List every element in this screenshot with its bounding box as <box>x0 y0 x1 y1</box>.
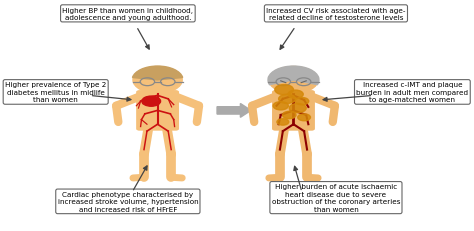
Circle shape <box>269 67 318 94</box>
Circle shape <box>279 95 296 104</box>
Text: Higher prevalence of Type 2
diabetes mellitus in midlife
than women: Higher prevalence of Type 2 diabetes mel… <box>5 82 106 103</box>
Wedge shape <box>268 78 293 85</box>
Circle shape <box>298 114 310 121</box>
Circle shape <box>133 67 182 94</box>
Text: Increased CV risk associated with age-
related decline of testosterone levels: Increased CV risk associated with age- r… <box>266 8 406 21</box>
Text: Increased c-IMT and plaque
burden in adult men compared
to age-matched women: Increased c-IMT and plaque burden in adu… <box>356 82 468 103</box>
Circle shape <box>142 97 161 107</box>
FancyBboxPatch shape <box>272 91 315 131</box>
FancyBboxPatch shape <box>136 91 179 131</box>
Circle shape <box>288 91 303 99</box>
Text: Cardiac phenotype characterised by
increased stroke volume, hypertension
and inc: Cardiac phenotype characterised by incre… <box>57 191 198 212</box>
Circle shape <box>277 119 289 126</box>
Wedge shape <box>293 78 319 85</box>
FancyArrow shape <box>217 104 251 118</box>
Wedge shape <box>268 67 319 81</box>
Circle shape <box>273 102 288 110</box>
Circle shape <box>289 104 306 113</box>
Text: Higher BP than women in childhood,
adolescence and young adulthood.: Higher BP than women in childhood, adole… <box>63 8 193 21</box>
Text: Higher burden of acute ischaemic
heart disease due to severe
obstruction of the : Higher burden of acute ischaemic heart d… <box>272 184 400 212</box>
Circle shape <box>283 112 296 119</box>
Circle shape <box>295 98 309 105</box>
Wedge shape <box>133 67 182 81</box>
Circle shape <box>275 85 293 95</box>
